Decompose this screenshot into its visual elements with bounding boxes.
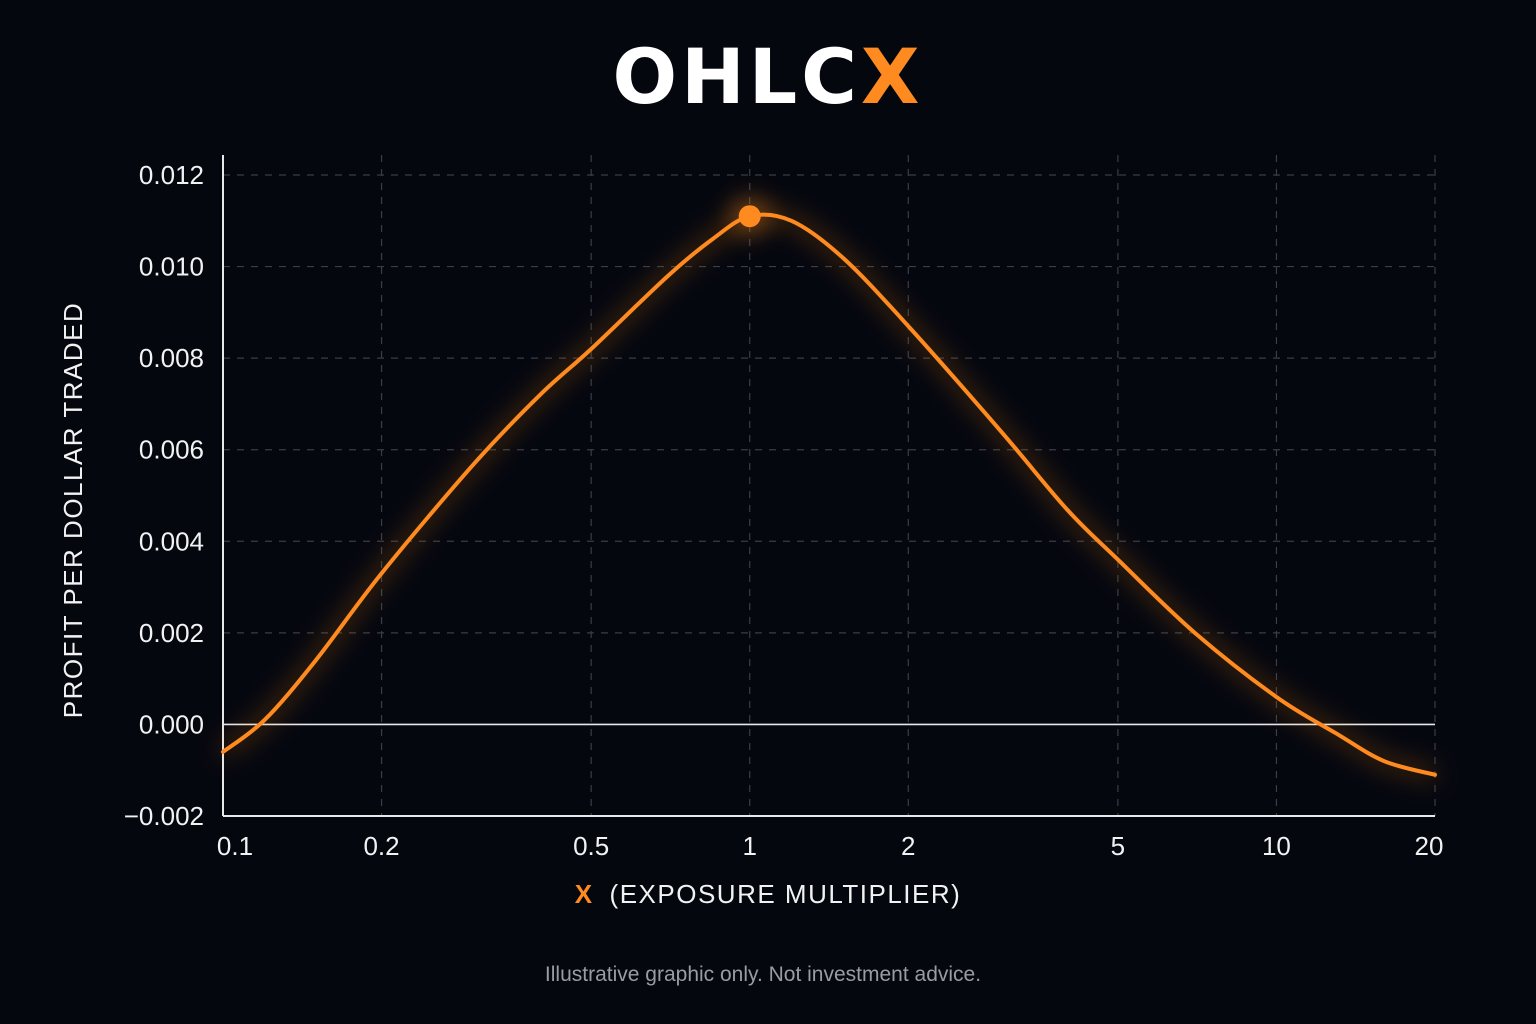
y-tick-label: 0.008 xyxy=(139,343,204,373)
series-layer xyxy=(219,196,1437,780)
x-tick-label: 2 xyxy=(901,831,915,861)
chart-title: OHLCX xyxy=(612,32,923,121)
peak-marker xyxy=(738,205,761,228)
x-tick-label: 5 xyxy=(1111,831,1125,861)
y-tick-label: −0.002 xyxy=(124,801,204,831)
y-axis-title: PROFIT PER DOLLAR TRADED xyxy=(58,302,88,718)
x-tick-labels: 0.1 0.2 0.5 1 2 5 10 20 xyxy=(217,831,1444,861)
x-tick-label: 0.1 xyxy=(217,831,253,861)
y-tick-label: 0.002 xyxy=(139,618,204,648)
y-tick-label: 0.004 xyxy=(139,526,204,556)
gridlines xyxy=(223,155,1436,816)
profit-curve xyxy=(221,212,1437,777)
y-tick-label: 0.000 xyxy=(139,709,204,739)
x-tick-label: 0.5 xyxy=(573,831,609,861)
y-tick-label: 0.010 xyxy=(139,252,204,282)
x-tick-label: 1 xyxy=(742,831,756,861)
y-tick-label: 0.006 xyxy=(139,435,204,465)
x-tick-label: 10 xyxy=(1262,831,1291,861)
disclaimer: Illustrative graphic only. Not investmen… xyxy=(545,963,981,986)
y-tick-labels: 0.012 0.010 0.008 0.006 0.004 0.002 0.000 −0.00… xyxy=(124,160,204,831)
axes xyxy=(222,155,1435,817)
x-tick-label: 0.2 xyxy=(363,831,399,861)
y-tick-label: 0.012 xyxy=(139,160,204,190)
x-axis-title: X (EXPOSURE MULTIPLIER) xyxy=(575,879,962,909)
x-tick-label: 20 xyxy=(1415,831,1444,861)
x-axis-title-accent: X xyxy=(575,879,594,909)
curve-glow xyxy=(219,209,1437,780)
x-axis-title-rest: (EXPOSURE MULTIPLIER) xyxy=(610,879,962,909)
title-main: OHLC xyxy=(612,32,860,121)
title-accent: X xyxy=(861,32,924,121)
